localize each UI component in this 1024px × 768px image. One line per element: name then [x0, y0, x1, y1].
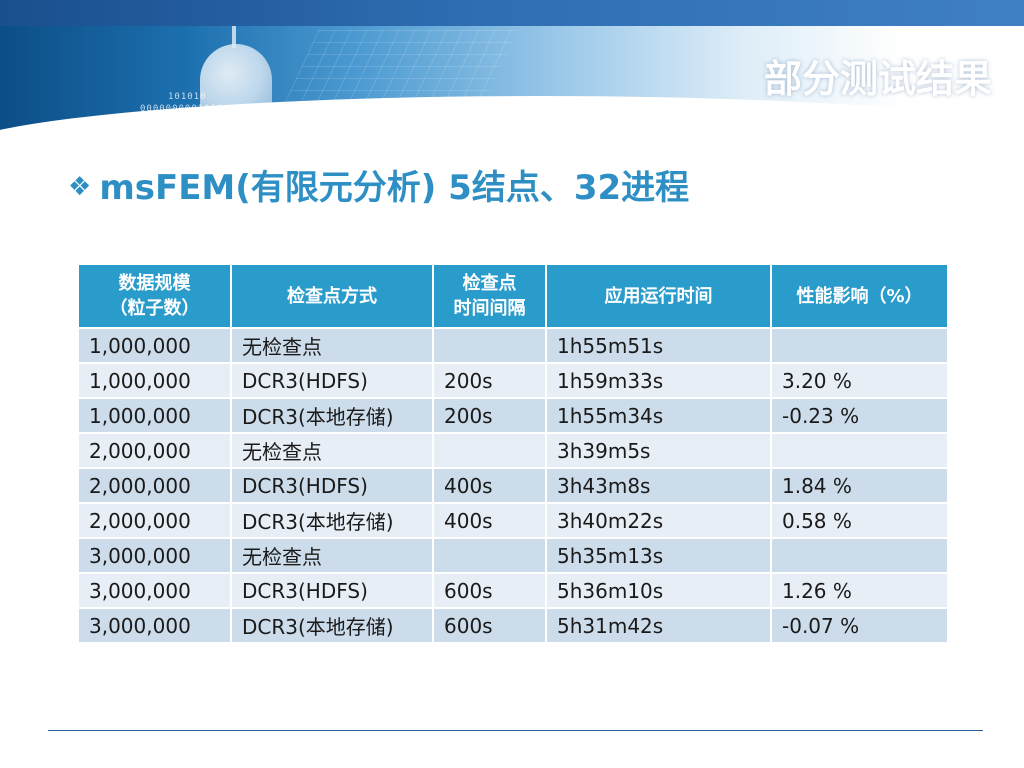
cell-performance-impact	[770, 327, 949, 364]
cell-checkpoint-method: 无检查点	[230, 432, 434, 469]
table-row: 3,000,000 DCR3(本地存储) 600s 5h31m42s -0.07…	[77, 607, 949, 644]
binary-text-decoration: 101010	[168, 92, 207, 102]
header-checkpoint-interval: 检查点 时间间隔	[432, 263, 547, 329]
footer-divider	[48, 730, 983, 731]
cell-performance-impact: 3.20 %	[770, 362, 949, 399]
cell-app-runtime: 3h43m8s	[545, 467, 772, 504]
cell-checkpoint-method: DCR3(HDFS)	[230, 362, 434, 399]
cell-performance-impact: 1.84 %	[770, 467, 949, 504]
cell-performance-impact: 1.26 %	[770, 572, 949, 609]
cell-app-runtime: 3h39m5s	[545, 432, 772, 469]
cell-app-runtime: 5h35m13s	[545, 537, 772, 574]
cell-checkpoint-interval: 400s	[432, 502, 547, 539]
slide-title: 部分测试结果	[763, 57, 992, 101]
cell-app-runtime: 5h36m10s	[545, 572, 772, 609]
table-row: 1,000,000 DCR3(本地存储) 200s 1h55m34s -0.23…	[77, 397, 949, 434]
header-data-scale: 数据规模 （粒子数）	[77, 263, 232, 329]
cell-data-scale: 1,000,000	[77, 362, 232, 399]
cell-checkpoint-method: DCR3(HDFS)	[230, 572, 434, 609]
diamond-bullet-icon: ❖	[68, 172, 92, 202]
cell-checkpoint-interval: 200s	[432, 397, 547, 434]
table-row: 1,000,000 无检查点 1h55m51s	[77, 327, 949, 364]
bullet-heading-text: msFEM(有限元分析) 5结点、32进程	[99, 168, 690, 208]
cell-checkpoint-interval: 200s	[432, 362, 547, 399]
slide-header-banner: 101010 0000000001010 部分测试结果	[0, 0, 1024, 140]
cell-checkpoint-interval: 600s	[432, 607, 547, 644]
mouse-cord-decoration	[232, 26, 236, 48]
cell-performance-impact	[770, 537, 949, 574]
cell-data-scale: 1,000,000	[77, 397, 232, 434]
table-header-row: 数据规模 （粒子数） 检查点方式 检查点 时间间隔 应用运行时间 性能影响（%）	[77, 263, 949, 329]
table-row: 2,000,000 DCR3(HDFS) 400s 3h43m8s 1.84 %	[77, 467, 949, 504]
cell-data-scale: 1,000,000	[77, 327, 232, 364]
table-row: 1,000,000 DCR3(HDFS) 200s 1h59m33s 3.20 …	[77, 362, 949, 399]
bullet-heading: ❖ msFEM(有限元分析) 5结点、32进程	[68, 160, 689, 209]
cell-app-runtime: 5h31m42s	[545, 607, 772, 644]
cell-data-scale: 3,000,000	[77, 607, 232, 644]
table-row: 3,000,000 DCR3(HDFS) 600s 5h36m10s 1.26 …	[77, 572, 949, 609]
table-row: 3,000,000 无检查点 5h35m13s	[77, 537, 949, 574]
header-top-bar	[0, 0, 1024, 26]
cell-data-scale: 3,000,000	[77, 537, 232, 574]
header-checkpoint-method: 检查点方式	[230, 263, 434, 329]
cell-checkpoint-method: DCR3(HDFS)	[230, 467, 434, 504]
cell-checkpoint-method: 无检查点	[230, 327, 434, 364]
cell-app-runtime: 3h40m22s	[545, 502, 772, 539]
cell-checkpoint-interval	[432, 327, 547, 364]
cell-checkpoint-method: 无检查点	[230, 537, 434, 574]
table-row: 2,000,000 无检查点 3h39m5s	[77, 432, 949, 469]
cell-performance-impact	[770, 432, 949, 469]
header-performance-impact: 性能影响（%）	[770, 263, 949, 329]
cell-checkpoint-interval: 400s	[432, 467, 547, 504]
cell-data-scale: 3,000,000	[77, 572, 232, 609]
cell-data-scale: 2,000,000	[77, 432, 232, 469]
header-app-runtime: 应用运行时间	[545, 263, 772, 329]
cell-checkpoint-interval: 600s	[432, 572, 547, 609]
results-table: 数据规模 （粒子数） 检查点方式 检查点 时间间隔 应用运行时间 性能影响（%） 1…	[77, 263, 949, 644]
cell-app-runtime: 1h55m34s	[545, 397, 772, 434]
table-row: 2,000,000 DCR3(本地存储) 400s 3h40m22s 0.58 …	[77, 502, 949, 539]
cell-checkpoint-method: DCR3(本地存储)	[230, 607, 434, 644]
cell-performance-impact: -0.07 %	[770, 607, 949, 644]
cell-checkpoint-interval	[432, 537, 547, 574]
cell-checkpoint-interval	[432, 432, 547, 469]
cell-checkpoint-method: DCR3(本地存储)	[230, 397, 434, 434]
cell-performance-impact: -0.23 %	[770, 397, 949, 434]
cell-checkpoint-method: DCR3(本地存储)	[230, 502, 434, 539]
cell-app-runtime: 1h55m51s	[545, 327, 772, 364]
cell-performance-impact: 0.58 %	[770, 502, 949, 539]
cell-app-runtime: 1h59m33s	[545, 362, 772, 399]
cell-data-scale: 2,000,000	[77, 467, 232, 504]
cell-data-scale: 2,000,000	[77, 502, 232, 539]
